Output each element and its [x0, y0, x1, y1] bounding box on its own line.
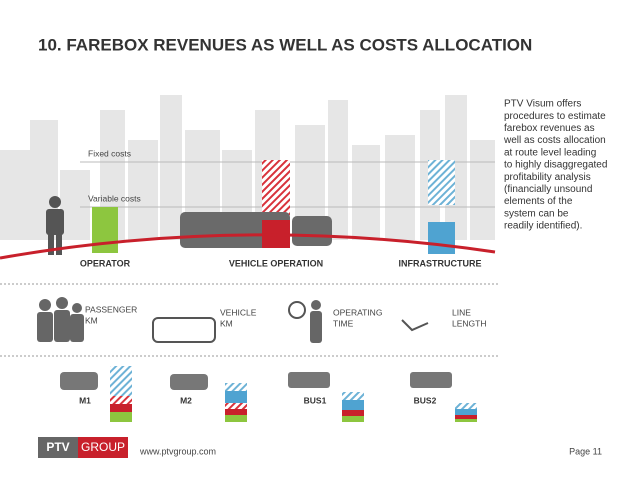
sidebar-line: profitability analysis [504, 172, 591, 183]
route-label: M1 [79, 395, 91, 405]
route-label: BUS2 [414, 395, 437, 405]
clock-icon [288, 301, 306, 319]
bar [262, 160, 290, 220]
bar [92, 207, 118, 253]
route-bars [110, 366, 477, 422]
logo-text: GROUP [81, 440, 125, 454]
ground [0, 240, 495, 260]
tram-icon [152, 317, 216, 343]
logo-right [78, 437, 128, 458]
route-label: BUS1 [304, 395, 327, 405]
measure-label: LINE [452, 307, 471, 317]
curve [0, 233, 496, 260]
title: 10. FAREBOX REVENUES AS WELL AS COSTS AL… [38, 35, 532, 54]
person-icon [310, 300, 322, 343]
page-number: Page 11 [569, 446, 602, 456]
sidebar-line: to highly disaggregated [504, 160, 607, 171]
bar [428, 160, 455, 205]
line-icon [401, 319, 429, 332]
people-icon [37, 297, 84, 342]
sidebar-line: elements of the [504, 196, 573, 207]
group-label: OPERATOR [80, 258, 131, 268]
group-label: VEHICLE OPERATION [229, 258, 323, 268]
measure-label: TIME [333, 318, 354, 328]
logo-text: PTV [46, 440, 69, 454]
tram [292, 216, 332, 246]
measure-label: VEHICLE [220, 307, 257, 317]
sidebar-line: well as costs allocation [503, 135, 606, 146]
logo-left [38, 437, 78, 458]
label: Variable costs [88, 193, 141, 203]
sidebar-line: at route level leading [504, 147, 596, 158]
route-vehicles [60, 372, 452, 390]
sidebar-line: PTV Visum offers [504, 99, 581, 110]
route-label: M2 [180, 395, 192, 405]
person [46, 196, 64, 255]
label: Fixed costs [88, 148, 131, 158]
measure-label: OPERATING [333, 307, 382, 317]
measure-label: PASSENGER [85, 304, 137, 314]
url: www.ptvgroup.com [139, 446, 216, 456]
measure-label: KM [220, 318, 233, 328]
measure-label: LENGTH [452, 318, 486, 328]
bar [428, 222, 455, 254]
sidebar-line: procedures to estimate [504, 111, 606, 122]
sidebar-line: system can be [504, 208, 569, 219]
group-label: INFRASTRUCTURE [399, 258, 482, 268]
measure-label: KM [85, 315, 98, 325]
sidebar-line: farebox revenues as [504, 123, 595, 134]
sidebar-line: (financially unsound [504, 184, 592, 195]
sidebar-line: readily identified). [504, 221, 582, 232]
